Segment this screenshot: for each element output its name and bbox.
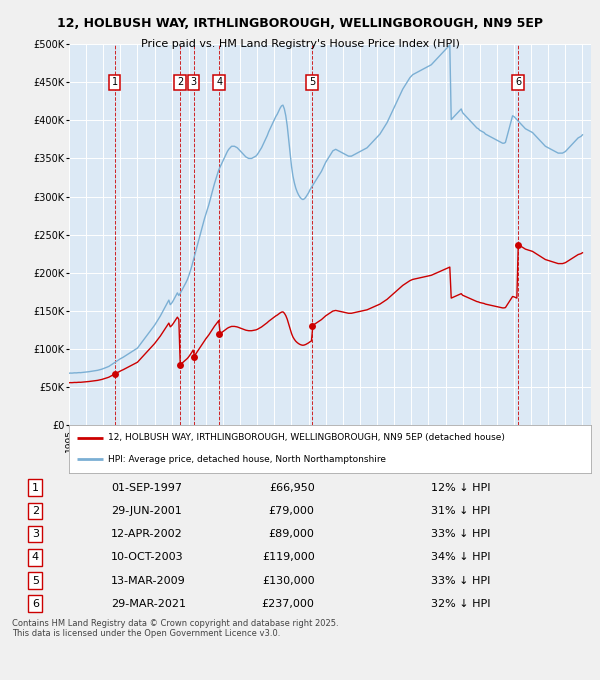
Text: Price paid vs. HM Land Registry's House Price Index (HPI): Price paid vs. HM Land Registry's House … — [140, 39, 460, 49]
Text: 32% ↓ HPI: 32% ↓ HPI — [431, 599, 491, 609]
Text: 29-MAR-2021: 29-MAR-2021 — [111, 599, 186, 609]
Text: 31% ↓ HPI: 31% ↓ HPI — [431, 506, 490, 516]
Text: 5: 5 — [32, 575, 39, 585]
Text: 34% ↓ HPI: 34% ↓ HPI — [431, 552, 491, 562]
Text: 12-APR-2002: 12-APR-2002 — [111, 529, 182, 539]
Text: £79,000: £79,000 — [269, 506, 314, 516]
Text: £89,000: £89,000 — [269, 529, 314, 539]
Text: 3: 3 — [32, 529, 39, 539]
Text: 33% ↓ HPI: 33% ↓ HPI — [431, 575, 490, 585]
Text: 12, HOLBUSH WAY, IRTHLINGBOROUGH, WELLINGBOROUGH, NN9 5EP: 12, HOLBUSH WAY, IRTHLINGBOROUGH, WELLIN… — [57, 17, 543, 30]
Text: HPI: Average price, detached house, North Northamptonshire: HPI: Average price, detached house, Nort… — [108, 455, 386, 464]
Text: 33% ↓ HPI: 33% ↓ HPI — [431, 529, 490, 539]
Text: £119,000: £119,000 — [262, 552, 314, 562]
Text: 2: 2 — [32, 506, 39, 516]
Text: 5: 5 — [309, 78, 315, 87]
Text: 13-MAR-2009: 13-MAR-2009 — [111, 575, 185, 585]
Text: 1: 1 — [32, 483, 39, 492]
Text: 10-OCT-2003: 10-OCT-2003 — [111, 552, 184, 562]
Text: 3: 3 — [191, 78, 197, 87]
Text: 1: 1 — [112, 78, 118, 87]
Text: 4: 4 — [216, 78, 223, 87]
Text: 4: 4 — [32, 552, 39, 562]
Text: 6: 6 — [515, 78, 521, 87]
Text: 29-JUN-2001: 29-JUN-2001 — [111, 506, 182, 516]
Text: 12% ↓ HPI: 12% ↓ HPI — [431, 483, 491, 492]
Text: 6: 6 — [32, 599, 39, 609]
Text: Contains HM Land Registry data © Crown copyright and database right 2025.
This d: Contains HM Land Registry data © Crown c… — [12, 619, 338, 639]
Text: £66,950: £66,950 — [269, 483, 314, 492]
Text: 12, HOLBUSH WAY, IRTHLINGBOROUGH, WELLINGBOROUGH, NN9 5EP (detached house): 12, HOLBUSH WAY, IRTHLINGBOROUGH, WELLIN… — [108, 433, 505, 443]
Text: £237,000: £237,000 — [262, 599, 314, 609]
Text: 01-SEP-1997: 01-SEP-1997 — [111, 483, 182, 492]
Text: 2: 2 — [177, 78, 183, 87]
Text: £130,000: £130,000 — [262, 575, 314, 585]
